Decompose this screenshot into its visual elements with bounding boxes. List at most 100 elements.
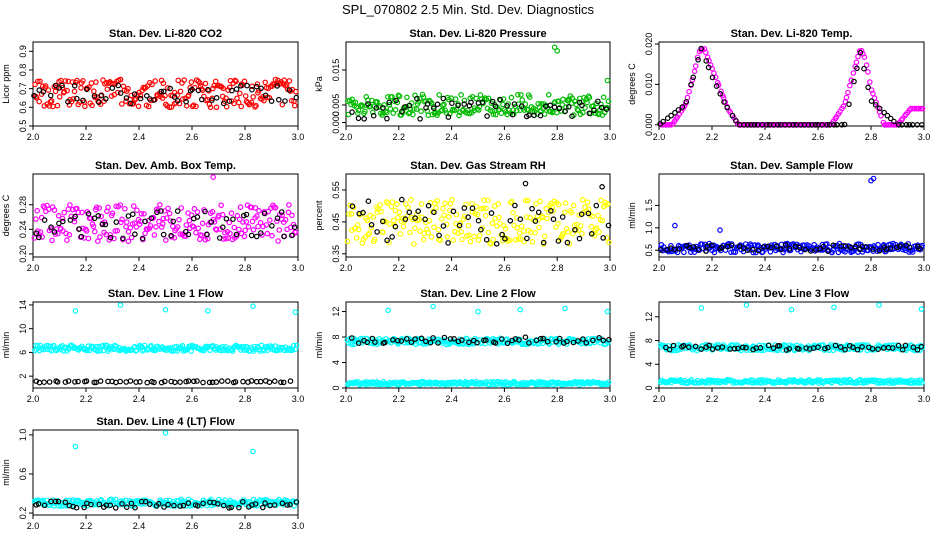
data-point <box>475 308 481 315</box>
data-point <box>149 81 155 88</box>
data-point <box>397 231 404 237</box>
data-point <box>199 232 205 239</box>
data-point <box>412 215 418 221</box>
data-point <box>213 95 220 101</box>
x-tick-label: 2.6 <box>812 394 825 404</box>
data-point <box>778 246 784 253</box>
data-point <box>170 218 177 225</box>
data-point <box>185 378 192 384</box>
y-tick-label: 12 <box>331 307 341 317</box>
data-point <box>823 241 830 247</box>
data-point <box>215 500 221 507</box>
data-point <box>506 237 513 244</box>
data-point <box>433 205 439 211</box>
data-point <box>489 220 496 226</box>
data-point <box>279 101 286 108</box>
data-point <box>361 116 368 122</box>
data-point <box>886 122 893 128</box>
data-point <box>374 229 380 235</box>
panel-1: Stan. Dev. Li-820 CO2 Licor ppm 2.0 2.2 2.4 2… <box>1 28 304 142</box>
data-point <box>407 229 413 236</box>
y-axis-label: degrees C <box>1 194 11 236</box>
data-point <box>232 77 238 84</box>
x-tick-label: 2.2 <box>393 132 406 142</box>
data-point <box>251 343 258 350</box>
data-point <box>595 212 602 219</box>
data-point <box>253 83 260 90</box>
data-point <box>258 85 264 92</box>
data-point <box>599 217 606 224</box>
data-point <box>48 224 54 231</box>
y-tick-label: 0.45 <box>331 213 341 231</box>
plot-frame <box>32 173 299 258</box>
data-point <box>223 95 229 102</box>
data-point <box>436 232 442 239</box>
data-point <box>838 380 845 386</box>
data-point <box>220 85 227 92</box>
data-point <box>107 502 114 509</box>
data-point <box>447 336 454 342</box>
x-tick-label: 3.0 <box>918 263 931 273</box>
data-point <box>866 79 873 85</box>
data-point <box>474 211 481 218</box>
data-point <box>807 248 814 254</box>
data-point <box>584 99 590 106</box>
data-point <box>445 214 452 220</box>
data-point <box>518 92 524 98</box>
data-point <box>366 230 373 237</box>
data-point <box>461 213 468 220</box>
data-point <box>233 231 240 238</box>
y-tick-label: 0.2 <box>18 507 28 520</box>
data-point <box>124 219 130 225</box>
data-point <box>131 203 137 209</box>
data-point <box>418 201 425 207</box>
data-point <box>47 92 54 99</box>
data-point <box>344 238 351 245</box>
data-point <box>125 238 132 245</box>
data-point <box>240 498 246 505</box>
data-point <box>406 102 413 109</box>
data-point <box>213 379 220 385</box>
data-point <box>876 248 883 254</box>
x-tick-label: 2.4 <box>759 263 772 273</box>
data-point <box>248 99 255 106</box>
data-point <box>52 498 59 505</box>
data-point <box>210 85 216 92</box>
data-point <box>600 235 607 241</box>
data-point <box>461 97 468 104</box>
data-point <box>287 378 294 384</box>
data-point <box>504 103 510 109</box>
y-axis-label: percent <box>314 200 324 231</box>
data-point <box>382 219 389 225</box>
data-point <box>918 122 925 128</box>
data-point <box>854 65 860 72</box>
data-point <box>197 80 203 86</box>
data-point <box>281 77 288 84</box>
data-point <box>383 199 390 205</box>
data-point <box>252 501 259 507</box>
data-point <box>250 227 257 233</box>
data-point <box>178 205 185 211</box>
data-point <box>842 346 848 353</box>
data-point <box>168 232 174 239</box>
data-point <box>39 234 46 240</box>
data-point <box>261 347 267 354</box>
data-point <box>556 335 563 342</box>
data-point <box>600 94 607 101</box>
data-point <box>193 103 199 110</box>
data-point <box>273 218 280 224</box>
data-point <box>147 501 153 507</box>
data-point <box>908 105 914 112</box>
data-point <box>387 106 394 112</box>
data-point <box>676 246 683 252</box>
data-point <box>355 340 362 346</box>
data-point <box>266 379 273 386</box>
data-point <box>504 340 511 347</box>
data-point <box>119 101 125 107</box>
x-tick-label: 2.4 <box>133 263 146 273</box>
data-point <box>512 237 519 243</box>
data-point <box>132 231 138 238</box>
data-point <box>392 223 399 230</box>
x-tick-label: 2.6 <box>812 132 825 142</box>
data-point <box>134 207 140 214</box>
